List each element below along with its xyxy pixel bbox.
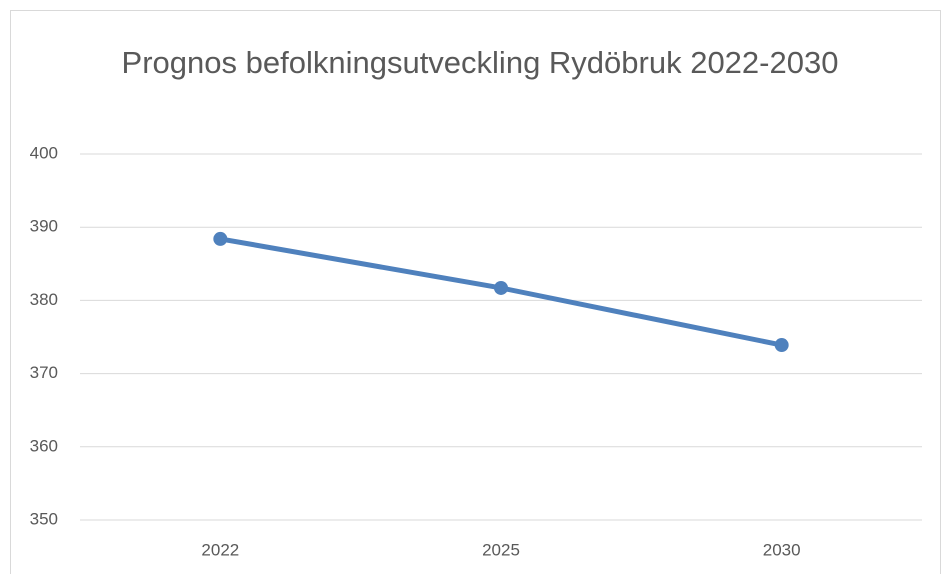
y-tick-label: 350 (30, 509, 58, 528)
chart-border (10, 10, 941, 574)
y-tick-label: 370 (30, 363, 58, 382)
chart-title: Prognos befolkningsutveckling Rydöbruk 2… (121, 45, 839, 80)
x-tick-label: 2025 (482, 540, 520, 559)
marker (213, 231, 228, 246)
y-tick-label: 360 (30, 436, 58, 455)
y-tick-label: 390 (30, 217, 58, 236)
x-tick-label: 2022 (201, 540, 239, 559)
x-tick-label: 2030 (763, 540, 801, 559)
marker (494, 280, 508, 295)
marker (774, 338, 789, 353)
y-tick-label: 380 (30, 290, 58, 309)
y-tick-label: 400 (30, 143, 58, 162)
